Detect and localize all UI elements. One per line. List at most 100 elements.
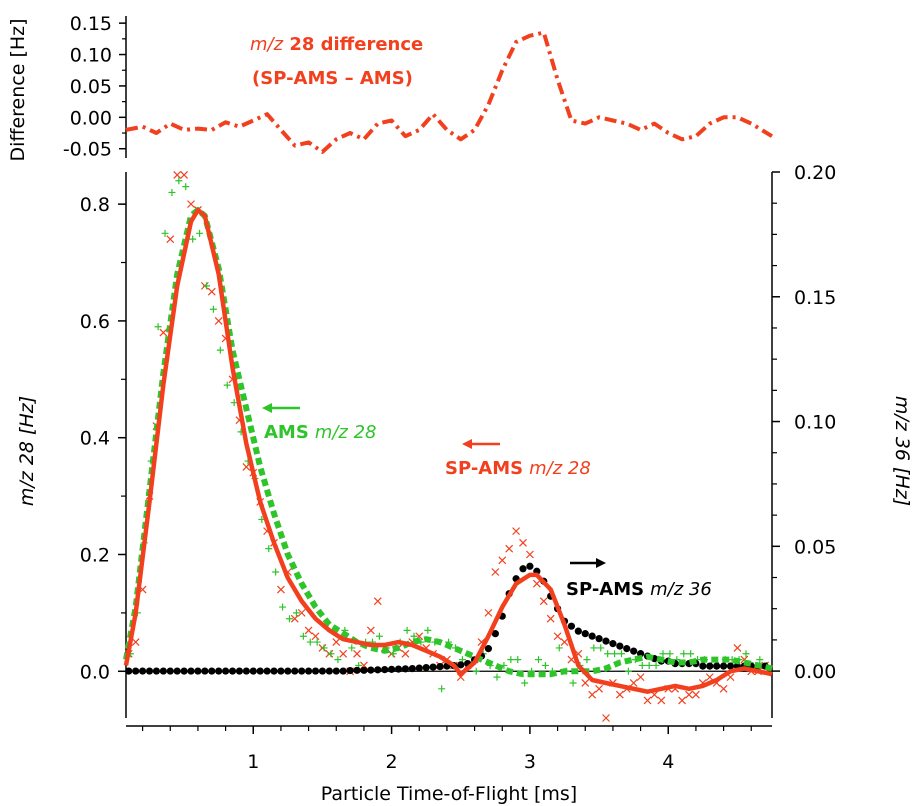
difference-annotation-prefix: m/z (250, 34, 284, 55)
spams-mz28-cross-point (602, 714, 610, 722)
spams-mz28-cross-point (484, 608, 493, 617)
spams-mz36-dot-point (180, 667, 188, 675)
spams-mz28-cross-point (180, 170, 189, 179)
spams-mz28-cross-point (187, 200, 195, 209)
right-y-tick-label: 0.20 (794, 162, 836, 184)
spams-mz28-cross-point (214, 316, 223, 325)
ams-mz28-plus-point (348, 644, 356, 652)
ams-mz28-plus-point (611, 650, 619, 658)
spams-mz36-dot-point (194, 667, 202, 675)
x-tick-label: 1 (247, 751, 259, 773)
spams-mz36-dot-point (429, 663, 437, 671)
x-tick-label: 3 (524, 751, 536, 773)
ams-mz28-plus-point (299, 632, 307, 640)
spams-mz36-dot-point (152, 667, 161, 675)
spams-mz36-dot-point (706, 662, 714, 670)
spams-mz36-dot-point (242, 667, 250, 675)
spams-mz36-dot-point (208, 667, 216, 675)
ams-mz28-plus-point (624, 667, 632, 675)
ams-mz28-plus-point (223, 381, 231, 389)
ams-mz28-plus-point (659, 650, 667, 658)
ams-mz28-plus-point (590, 644, 598, 652)
difference-annotation: m/z 28 difference (250, 34, 423, 55)
ams-mz28-plus-point (617, 650, 625, 658)
spams-mz36-dot-point (484, 645, 493, 653)
ams-mz28-plus-point (534, 656, 542, 664)
spams-mz36-dot-point (387, 665, 396, 673)
spams-mz36-dot-point (415, 664, 423, 672)
spams-mz36-dot-point (623, 645, 631, 653)
spams-mz28-cross-point (615, 690, 624, 699)
spams-mz28-cross-point (685, 690, 693, 699)
spams-mz36-dot-point (353, 666, 361, 674)
spams-mz36-dot-point (277, 667, 285, 675)
ams-mz28-plus-point (403, 626, 411, 634)
spams-mz28-cross-point (297, 608, 306, 617)
ams-mz28-plus-point (472, 667, 480, 675)
spams-mz36-dot-point (699, 662, 707, 670)
spams-mz36-dot-point (173, 667, 181, 675)
spams-mz28-cross-point (636, 673, 645, 682)
right-y-tick-label: 0.00 (794, 661, 836, 683)
spams-mz36-dot-point (719, 662, 728, 670)
spams-mz36-arrowhead (596, 558, 606, 568)
difference-series-line (125, 30, 774, 154)
spams-mz36-dot-point (304, 667, 313, 675)
spams-mz28-cross-point (339, 649, 348, 658)
ams-mz28-plus-point (410, 632, 418, 640)
spams-mz28-label: SP-AMS m/z 28 (445, 458, 591, 479)
top-y-tick-label: 0.05 (70, 76, 112, 98)
main-panel: 0.0 0.2 0.4 0.6 0.8 0.00 0.05 0.10 0.15 0.20 1 2 3… (16, 162, 913, 805)
ams-mz28-plus-point (638, 661, 646, 669)
spams-mz28-arrowhead (462, 439, 472, 449)
spams-mz36-dot-point (609, 640, 617, 648)
ams-mz28-plus-point (555, 644, 563, 652)
spams-mz36-dot-point (291, 667, 299, 675)
ams-mz28-plus-point (203, 282, 211, 290)
spams-mz36-dot-point (457, 661, 465, 669)
spams-mz28-label-italic: m/z 28 (529, 458, 591, 479)
spams-mz28-cross-point (491, 568, 500, 576)
ams-mz28-plus-point (327, 650, 335, 658)
spams-mz36-dot-point (381, 665, 389, 674)
spams-mz28-cross-point (581, 679, 590, 687)
spams-mz36-dot-point (249, 667, 257, 675)
left-y-axis-label: m/z 28 [Hz] (16, 396, 38, 506)
spams-mz28-cross-point (588, 690, 597, 699)
ams-mz28-plus-point (507, 656, 515, 664)
spams-mz28-cross-point (373, 597, 382, 606)
spams-mz28-cross-point (332, 638, 341, 647)
x-tick-label: 4 (662, 751, 674, 773)
spams-mz36-dot-point (201, 667, 209, 675)
ams-mz28-plus-point (209, 305, 217, 313)
spams-mz36-dot-point (318, 667, 327, 675)
spams-mz36-label-italic: m/z 36 (650, 579, 712, 600)
spams-mz28-cross-point (242, 462, 251, 471)
ams-mz28-plus-point (652, 661, 660, 669)
left-y-tick-label: 0.4 (80, 428, 110, 450)
spams-mz36-dot-point (422, 663, 430, 672)
spams-mz36-dot-point (408, 664, 416, 673)
spams-mz36-dot-point (311, 667, 320, 675)
spams-mz28-cross-point (277, 585, 285, 594)
spams-mz28-cross-point (643, 696, 652, 705)
spams-mz28-cross-point (705, 673, 714, 682)
ams-mz28-plus-point (154, 323, 162, 331)
difference-annotation-line2: (SP-AMS – AMS) (252, 68, 413, 89)
right-y-tick-label: 0.05 (794, 536, 836, 558)
spams-mz36-dot-point (339, 667, 347, 675)
spams-mz36-label-bold: SP-AMS (566, 579, 644, 600)
spams-mz36-dot-point (574, 627, 582, 635)
spams-mz36-dot-point (436, 662, 444, 671)
spams-mz28-cross-point (629, 679, 638, 687)
spams-mz36-dot-point (588, 632, 596, 640)
ams-mz28-dotted-line (123, 207, 773, 678)
spams-mz36-dot-point (581, 630, 589, 638)
spams-mz28-cross-point (207, 287, 216, 296)
spams-mz36-dot-point (602, 637, 610, 645)
ams-mz28-plus-point (306, 638, 314, 646)
ams-mz28-plus-point (597, 644, 605, 652)
ams-mz28-plus-point (521, 679, 529, 687)
spams-mz28-cross-point (166, 235, 175, 244)
